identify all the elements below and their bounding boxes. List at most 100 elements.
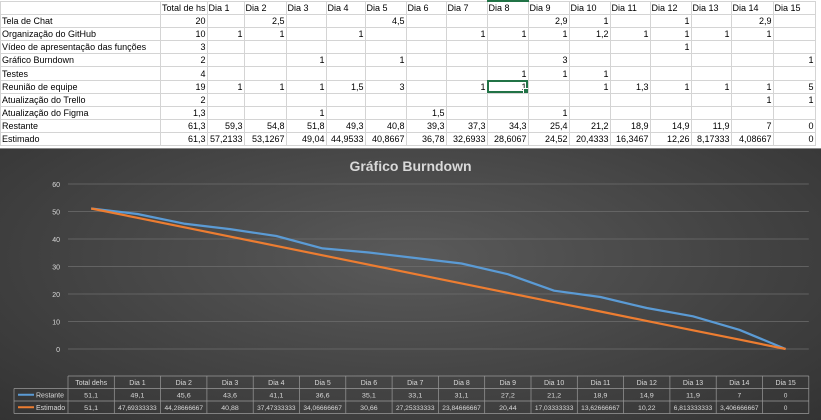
table-cell[interactable] (445, 40, 488, 55)
table-cell[interactable]: 53,1267 (243, 131, 287, 146)
table-cell[interactable]: 3 (527, 53, 570, 68)
table-cell[interactable]: 1 (325, 27, 366, 42)
table-cell[interactable] (325, 66, 366, 81)
table-cell[interactable]: 1 (527, 27, 570, 42)
table-cell[interactable]: 39,3 (405, 118, 447, 133)
table-cell[interactable]: 1 (568, 14, 611, 29)
table-cell[interactable] (690, 92, 732, 107)
table-cell[interactable] (609, 66, 651, 81)
table-cell[interactable]: 2,5 (243, 14, 287, 29)
table-cell[interactable] (445, 53, 488, 68)
column-header[interactable]: Dia 5 (364, 0, 407, 16)
column-header[interactable] (0, 0, 161, 16)
table-cell[interactable] (445, 66, 488, 81)
table-cell[interactable]: 28,6067 (486, 131, 529, 146)
table-cell[interactable] (206, 92, 245, 107)
table-cell[interactable]: 54,8 (243, 118, 287, 133)
table-cell[interactable] (568, 40, 611, 55)
table-cell[interactable] (649, 66, 692, 81)
table-cell[interactable]: 1 (772, 92, 816, 107)
table-cell[interactable]: 51,8 (285, 118, 327, 133)
table-cell[interactable] (527, 40, 570, 55)
column-header[interactable]: Dia 9 (527, 0, 570, 16)
row-label[interactable]: Estimado (0, 131, 161, 146)
row-label[interactable]: Reunião de equipe (0, 79, 161, 94)
table-cell[interactable] (772, 40, 816, 55)
table-cell[interactable] (772, 66, 816, 81)
column-header[interactable]: Dia 2 (243, 0, 287, 16)
table-cell[interactable]: 2,9 (730, 14, 774, 29)
table-cell[interactable]: 1 (243, 79, 287, 94)
table-cell[interactable]: 1 (690, 79, 732, 94)
table-cell[interactable]: 61,3 (160, 131, 208, 146)
table-cell[interactable] (405, 14, 447, 29)
column-header[interactable]: Dia 14 (730, 0, 774, 16)
table-cell[interactable] (364, 40, 407, 55)
table-cell[interactable] (325, 14, 366, 29)
table-cell[interactable] (206, 53, 245, 68)
table-cell[interactable] (285, 27, 327, 42)
table-cell[interactable] (364, 105, 407, 120)
column-header[interactable]: Dia 15 (772, 0, 816, 16)
row-label[interactable]: Tela de Chat (0, 14, 161, 29)
table-cell[interactable] (568, 92, 611, 107)
table-cell[interactable] (609, 53, 651, 68)
table-cell[interactable] (486, 14, 529, 29)
table-cell[interactable]: 2 (160, 53, 208, 68)
table-cell[interactable]: 1 (445, 27, 488, 42)
table-cell[interactable]: 37,3 (445, 118, 488, 133)
table-cell[interactable] (730, 53, 774, 68)
table-cell[interactable]: 1 (730, 79, 774, 94)
table-cell[interactable]: 18,9 (609, 118, 651, 133)
table-cell[interactable]: 44,9533 (325, 131, 366, 146)
table-cell[interactable]: 1 (206, 27, 245, 42)
table-cell[interactable] (405, 92, 447, 107)
table-cell[interactable] (690, 53, 732, 68)
table-cell[interactable] (609, 14, 651, 29)
table-cell[interactable] (772, 14, 816, 29)
column-header[interactable]: Dia 7 (445, 0, 488, 16)
table-cell[interactable] (206, 14, 245, 29)
table-cell[interactable] (285, 40, 327, 55)
table-cell[interactable] (690, 105, 732, 120)
table-cell[interactable] (405, 53, 447, 68)
table-cell[interactable] (730, 40, 774, 55)
table-cell[interactable]: 1 (730, 27, 774, 42)
table-cell[interactable]: 1 (285, 105, 327, 120)
table-cell[interactable]: 8,17333 (690, 131, 732, 146)
table-cell[interactable] (243, 92, 287, 107)
table-cell[interactable]: 3 (364, 79, 407, 94)
table-cell[interactable] (690, 66, 732, 81)
column-header[interactable]: Dia 3 (285, 0, 327, 16)
table-cell[interactable]: 1,5 (325, 79, 366, 94)
table-cell[interactable]: 20,4333 (568, 131, 611, 146)
table-cell[interactable] (730, 66, 774, 81)
table-cell[interactable]: 14,9 (649, 118, 692, 133)
table-cell[interactable]: 1,5 (405, 105, 447, 120)
table-cell[interactable]: 1 (285, 53, 327, 68)
spreadsheet-grid[interactable]: Total de hs Dia 1 Dia 2 Dia 3 Dia 4 Dia 5 Dia … (0, 0, 821, 146)
table-cell[interactable]: 1 (206, 79, 245, 94)
table-cell[interactable] (325, 40, 366, 55)
row-label[interactable]: Restante (0, 118, 161, 133)
table-cell[interactable] (609, 92, 651, 107)
table-cell[interactable]: 4,5 (364, 14, 407, 29)
table-cell[interactable]: 1 (772, 53, 816, 68)
table-cell[interactable] (486, 40, 529, 55)
table-cell[interactable]: 1 (690, 27, 732, 42)
table-cell[interactable]: 1 (285, 79, 327, 94)
table-cell[interactable] (772, 105, 816, 120)
table-cell[interactable]: 1 (568, 66, 611, 81)
table-cell[interactable]: 19 (160, 79, 208, 94)
table-cell[interactable] (405, 27, 447, 42)
table-cell[interactable]: 1,3 (609, 79, 651, 94)
row-label[interactable]: Atualização do Trello (0, 92, 161, 107)
table-cell[interactable] (568, 53, 611, 68)
table-cell[interactable]: 0 (772, 118, 816, 133)
row-label[interactable]: Vídeo de apresentação das funções (0, 40, 161, 55)
table-cell[interactable] (364, 27, 407, 42)
table-cell[interactable]: 40,8 (364, 118, 407, 133)
column-header[interactable]: Dia 4 (325, 0, 366, 16)
table-cell[interactable] (649, 105, 692, 120)
table-cell[interactable]: 1 (609, 27, 651, 42)
